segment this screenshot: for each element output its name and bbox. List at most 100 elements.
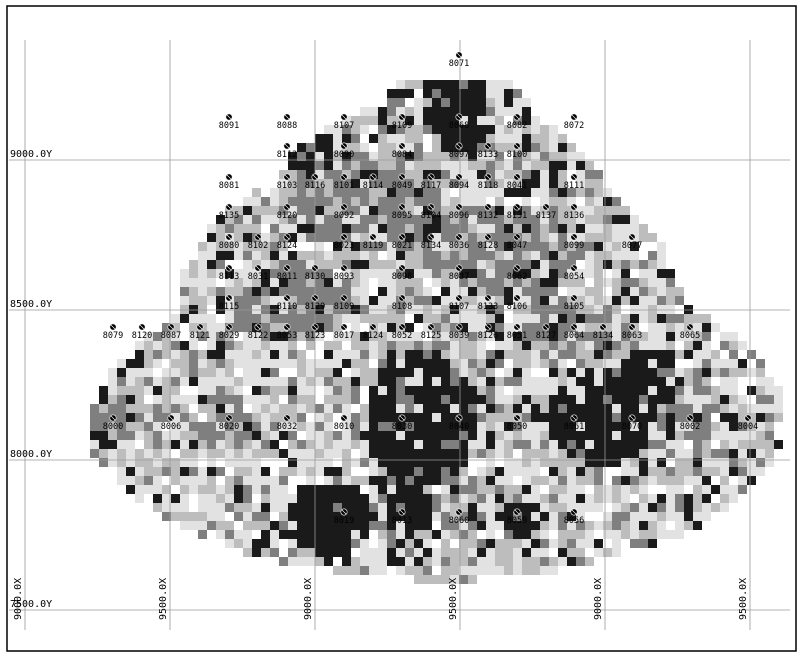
well-marker[interactable]: 8119 xyxy=(363,233,383,251)
well-marker[interactable]: 8107 xyxy=(334,113,354,131)
well-marker[interactable]: 8132 xyxy=(478,203,498,221)
well-marker[interactable]: 8123 xyxy=(305,323,325,341)
well-marker[interactable]: 8029 xyxy=(219,323,239,341)
well-marker[interactable]: 8004 xyxy=(738,414,758,432)
well-marker[interactable]: 8039 xyxy=(449,323,469,341)
well-marker[interactable]: 8080 xyxy=(219,233,239,251)
well-marker[interactable]: 8053 xyxy=(277,323,297,341)
well-marker[interactable]: 8019 xyxy=(334,508,354,526)
well-marker[interactable]: 8126 xyxy=(478,323,498,341)
well-marker[interactable]: 8120 xyxy=(277,203,297,221)
well-marker[interactable]: 8111 xyxy=(564,173,584,191)
well-marker[interactable]: 8124 xyxy=(363,323,383,341)
well-marker[interactable]: 8108 xyxy=(392,294,412,312)
well-marker[interactable]: 8051 xyxy=(507,323,527,341)
well-marker[interactable]: 8049 xyxy=(392,173,412,191)
well-marker[interactable]: 8105 xyxy=(564,294,584,312)
well-marker[interactable]: 8136 xyxy=(564,203,584,221)
well-marker[interactable]: 8047 xyxy=(507,233,527,251)
well-marker[interactable]: 8115 xyxy=(219,294,239,312)
well-marker[interactable]: 8104 xyxy=(421,203,441,221)
well-marker[interactable]: 8079 xyxy=(103,323,123,341)
well-marker[interactable]: 8060 xyxy=(449,508,469,526)
well-marker[interactable]: 8087 xyxy=(449,264,469,282)
well-marker[interactable]: 8095 xyxy=(392,203,412,221)
well-marker[interactable]: 8050 xyxy=(507,414,527,432)
well-marker[interactable]: 8065 xyxy=(680,323,700,341)
well-marker[interactable]: 8031 xyxy=(248,264,268,282)
well-marker[interactable]: 8000 xyxy=(103,414,123,432)
well-marker[interactable]: 8120 xyxy=(132,323,152,341)
well-marker[interactable]: 8081 xyxy=(219,173,239,191)
well-marker[interactable]: 8134 xyxy=(421,233,441,251)
well-marker[interactable]: 8064 xyxy=(564,323,584,341)
well-marker[interactable]: 8131 xyxy=(507,203,527,221)
well-marker[interactable]: 8112 xyxy=(277,142,297,160)
well-marker[interactable]: 8134 xyxy=(593,323,613,341)
well-marker[interactable]: 8100 xyxy=(507,142,527,160)
well-marker[interactable]: 8109 xyxy=(334,294,354,312)
well-marker[interactable]: 8091 xyxy=(219,113,239,131)
well-marker[interactable]: 8133 xyxy=(478,142,498,160)
well-marker[interactable]: 8052 xyxy=(392,323,412,341)
well-marker[interactable]: 8062 xyxy=(507,264,527,282)
well-marker[interactable]: 8099 xyxy=(564,233,584,251)
well-marker[interactable]: 8059 xyxy=(507,508,527,526)
well-marker[interactable]: 8130 xyxy=(305,264,325,282)
well-marker[interactable]: 8013 xyxy=(392,508,412,526)
well-marker[interactable]: 8072 xyxy=(564,113,584,131)
well-marker[interactable]: 8054 xyxy=(564,264,584,282)
well-marker[interactable]: 8017 xyxy=(334,323,354,341)
well-marker[interactable]: 8106 xyxy=(507,294,527,312)
well-marker[interactable]: 8041 xyxy=(507,173,527,191)
well-marker[interactable]: 8127 xyxy=(536,323,556,341)
well-marker[interactable]: 8121 xyxy=(190,323,210,341)
well-marker[interactable]: 8092 xyxy=(334,203,354,221)
well-marker[interactable]: 8107 xyxy=(449,294,469,312)
well-marker[interactable]: 8093 xyxy=(334,264,354,282)
well-marker[interactable]: 8098 xyxy=(392,264,412,282)
well-marker[interactable]: 8122 xyxy=(248,323,268,341)
well-marker[interactable]: 8103 xyxy=(277,173,297,191)
well-marker[interactable]: 8116 xyxy=(305,173,325,191)
well-marker[interactable]: 8021 xyxy=(392,233,412,251)
well-marker[interactable]: 8061 xyxy=(564,414,584,432)
well-marker[interactable]: 8135 xyxy=(219,203,239,221)
well-marker[interactable]: 8063 xyxy=(622,323,642,341)
well-marker[interactable]: 8010 xyxy=(334,414,354,432)
well-marker[interactable]: 8011 xyxy=(277,264,297,282)
well-marker[interactable]: 8020 xyxy=(219,414,239,432)
well-marker[interactable]: 8110 xyxy=(277,294,297,312)
well-marker[interactable]: 8082 xyxy=(507,113,527,131)
well-marker[interactable]: 8023 xyxy=(334,233,354,251)
well-marker[interactable]: 8125 xyxy=(421,323,441,341)
well-marker[interactable]: 8118 xyxy=(478,173,498,191)
well-marker[interactable]: 8006 xyxy=(161,414,181,432)
well-marker[interactable]: 8097 xyxy=(449,142,469,160)
well-marker[interactable]: 8056 xyxy=(564,508,584,526)
well-marker[interactable]: 8109 xyxy=(392,113,412,131)
well-marker[interactable]: 8084 xyxy=(392,142,412,160)
well-marker[interactable]: 8114 xyxy=(363,173,383,191)
well-marker[interactable]: 8036 xyxy=(449,233,469,251)
well-marker[interactable]: 8077 xyxy=(622,233,642,251)
well-marker[interactable]: 8002 xyxy=(680,414,700,432)
well-marker[interactable]: 8113 xyxy=(219,264,239,282)
well-marker[interactable]: 8071 xyxy=(449,51,469,69)
well-marker[interactable]: 8088 xyxy=(277,113,297,131)
well-marker[interactable]: 8101 xyxy=(334,173,354,191)
well-marker[interactable]: 8090 xyxy=(334,142,354,160)
well-marker[interactable]: 8117 xyxy=(421,173,441,191)
well-marker[interactable]: 8070 xyxy=(622,414,642,432)
well-marker[interactable]: 8032 xyxy=(277,414,297,432)
well-marker[interactable]: 8137 xyxy=(536,203,556,221)
well-marker[interactable]: 8040 xyxy=(449,414,469,432)
well-marker[interactable]: 8124 xyxy=(277,233,297,251)
well-marker[interactable]: 8128 xyxy=(478,233,498,251)
well-marker[interactable]: 8087 xyxy=(161,323,181,341)
well-marker[interactable]: 8068 xyxy=(449,113,469,131)
well-marker[interactable]: 8030 xyxy=(392,414,412,432)
well-marker[interactable]: 8096 xyxy=(449,203,469,221)
well-marker[interactable]: 8102 xyxy=(248,233,268,251)
